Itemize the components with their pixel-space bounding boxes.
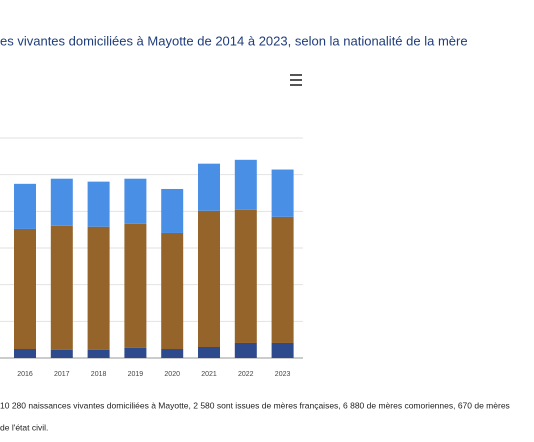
bar-segment: [234, 209, 257, 343]
bar-segment: [234, 159, 257, 210]
bar-segment: [271, 342, 294, 358]
bar-segment: [14, 349, 36, 358]
bar-segment: [124, 223, 147, 348]
bar-segment: [271, 216, 294, 343]
x-tick-label: 2018: [91, 371, 107, 378]
bar-segment: [198, 210, 220, 347]
bar-segment: [124, 347, 147, 358]
menu-icon-line: [290, 79, 302, 81]
bar-segment: [87, 226, 110, 350]
note: de l'état civil.: [0, 422, 48, 432]
bar-segment: [271, 169, 294, 217]
x-tick-label: 2016: [17, 371, 33, 378]
x-tick-label: 2021: [201, 371, 217, 378]
chart-title: es vivantes domiciliées à Mayotte de 201…: [0, 33, 468, 48]
bar-segment: [234, 342, 257, 358]
bar-segment: [198, 163, 220, 211]
note: 10 280 naissances vivantes domiciliées à…: [0, 400, 510, 410]
bar-segment: [161, 349, 184, 358]
bar-segment: [161, 232, 184, 350]
x-tick-label: 2022: [238, 371, 254, 378]
menu-icon-line: [290, 74, 302, 76]
bar-segment: [14, 183, 36, 229]
bar-segment: [161, 188, 184, 233]
bar-segment: [50, 178, 73, 226]
bar-segment: [198, 347, 220, 358]
x-tick-label: 2017: [54, 371, 70, 378]
bar-segment: [87, 349, 110, 358]
x-tick-label: 2023: [275, 371, 291, 378]
x-tick-label: 2019: [128, 371, 144, 378]
bar-segment: [124, 178, 147, 224]
menu-icon-line: [290, 84, 302, 86]
bar-segment: [14, 228, 36, 350]
menu-button[interactable]: [290, 74, 302, 86]
x-tick-label: 2020: [164, 371, 180, 378]
bar-segment: [50, 225, 73, 350]
bar-segment: [87, 181, 110, 227]
bar-segment: [50, 349, 73, 358]
